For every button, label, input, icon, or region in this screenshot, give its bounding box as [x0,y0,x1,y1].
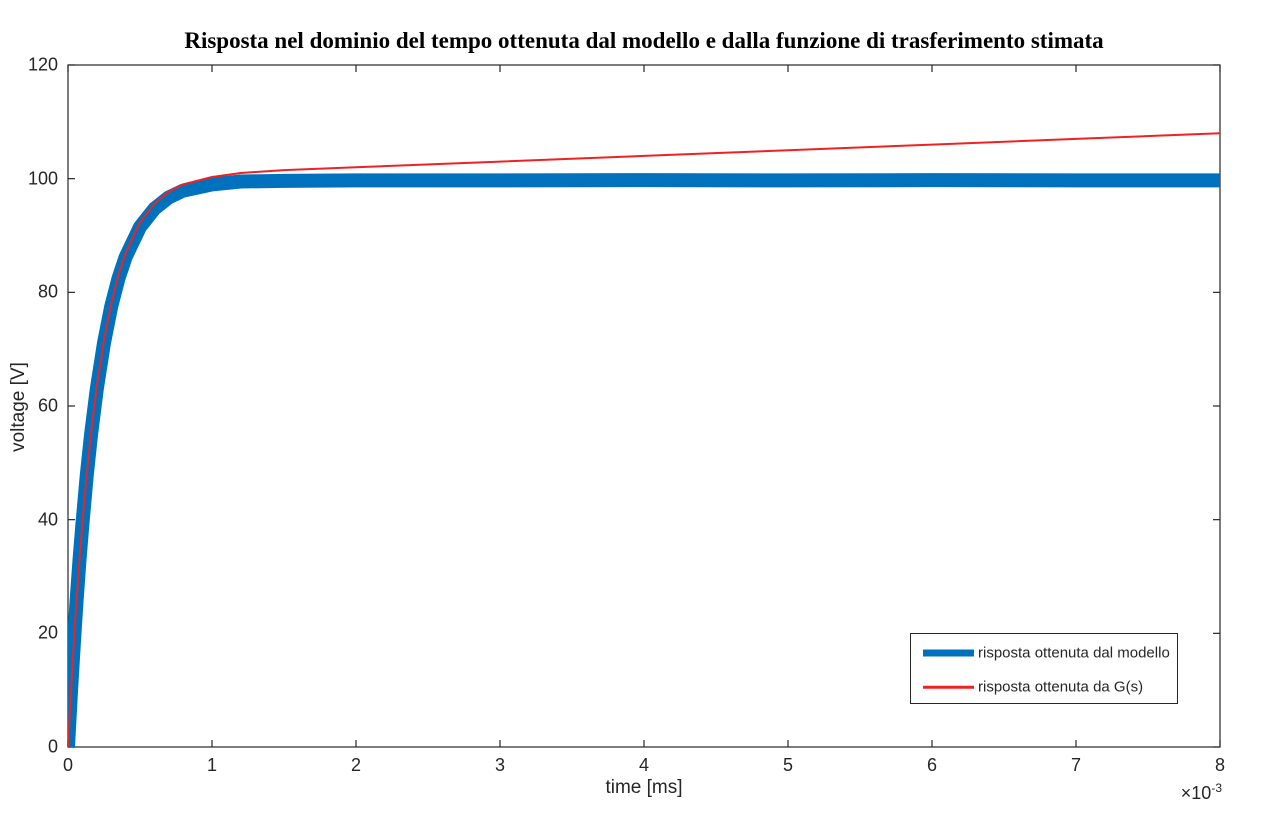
x-tick-label: 5 [782,755,794,775]
y-tick-label: 120 [27,54,58,75]
y-tick-label: 80 [37,281,58,302]
legend-line-sample-model [923,649,974,657]
y-tick-label: 100 [27,168,58,189]
chart-title: Risposta nel dominio del tempo ottenuta … [184,28,1104,53]
x-tick-label: 8 [1214,755,1226,775]
x-axis-multiplier: ×10-3 [1181,781,1222,804]
x-tick-label: 3 [494,755,506,775]
y-tick-label: 60 [37,395,58,416]
legend-entry-gs: risposta ottenuta da G(s) [911,677,1177,697]
legend-label-model: risposta ottenuta dal modello [978,644,1170,662]
x-tick-label: 1 [206,755,218,775]
x-tick-label: 2 [350,755,362,775]
x-tick-label: 0 [62,755,74,775]
legend-entry-model: risposta ottenuta dal modello [911,643,1177,663]
y-tick-label: 40 [37,509,58,530]
y-tick-label: 0 [47,736,58,757]
y-tick-label: 20 [37,622,58,643]
x-axis-label: time [ms] [605,777,683,798]
legend-label-gs: risposta ottenuta da G(s) [978,678,1144,696]
multiplier-exponent: -3 [1211,781,1222,795]
multiplier-base: ×10 [1180,783,1212,803]
legend: risposta ottenuta dal modello risposta o… [910,633,1178,704]
legend-line-sample-gs [923,685,974,689]
x-tick-label: 4 [638,755,650,775]
x-tick-label: 7 [1070,755,1082,775]
x-tick-label: 6 [926,755,938,775]
